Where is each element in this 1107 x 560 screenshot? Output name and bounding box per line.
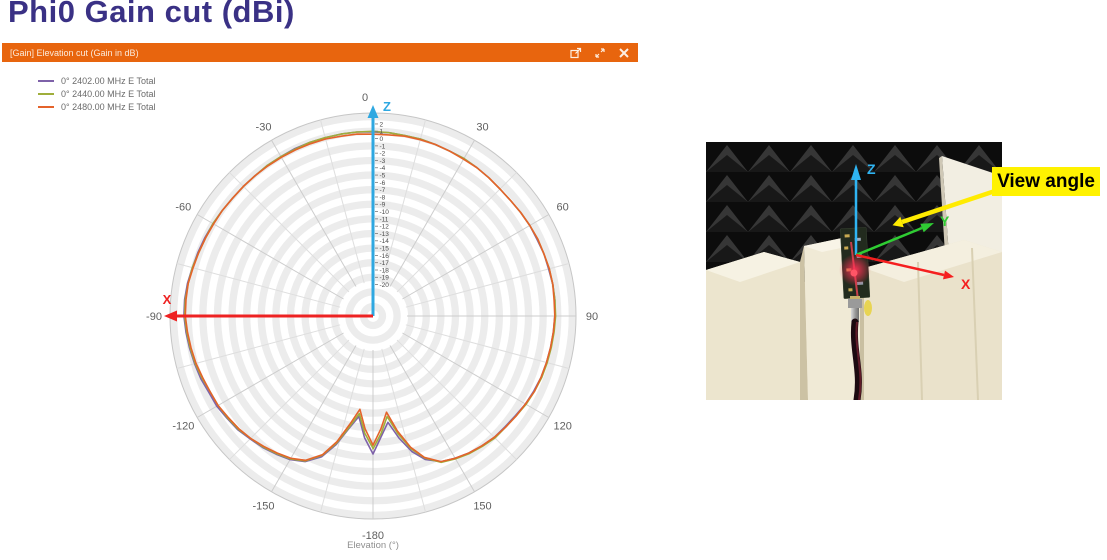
polar-grid-spoke (402, 332, 550, 418)
coax-cable (850, 318, 862, 404)
page-title: Phi0 Gain cut (dBi) (8, 0, 295, 29)
foam-block-left (706, 252, 800, 400)
z-axis-plot-label: Z (383, 99, 391, 114)
radial-tick-label: -3 (380, 158, 386, 165)
legend-swatch (38, 79, 54, 82)
legend-item-2: 0° 2480.00 MHz E Total (38, 100, 156, 113)
polar-grid-spoke (389, 345, 475, 493)
popout-icon[interactable] (570, 47, 582, 59)
angle-tick-label: -150 (252, 501, 274, 513)
chart-legend: 0° 2402.00 MHz E Total 0° 2440.00 MHz E T… (38, 74, 156, 113)
legend-item-0: 0° 2402.00 MHz E Total (38, 74, 156, 87)
polar-axis-title: Elevation (°) (347, 540, 399, 551)
setup-photo: Z Y X (706, 142, 1002, 404)
polar-grid-spoke (271, 139, 357, 287)
radial-tick-label: 1 (380, 129, 384, 136)
radial-tick-label: 2 (380, 121, 384, 128)
chart-area: 0 30 60 90 120 150 -180 -150 -120 -90 -60 -30 Z X 2 1 0-… (2, 62, 638, 560)
z-axis-arrowhead (851, 164, 861, 180)
x-axis-plot-label: X (163, 292, 172, 307)
z-axis-label: Z (867, 161, 876, 177)
radial-tick-label: -18 (380, 267, 390, 274)
radial-tick-label: -7 (380, 187, 386, 194)
angle-tick-label: 90 (586, 311, 598, 323)
photo-graphic: Z Y X (706, 142, 1002, 404)
angle-tick-label: 0 (362, 92, 368, 104)
radial-tick-label: -11 (380, 216, 389, 223)
radial-tick-label: -10 (380, 209, 390, 216)
angle-tick-label: -30 (256, 121, 272, 133)
radial-tick-label: -12 (380, 224, 390, 231)
radial-tick-label: 0 (380, 136, 384, 143)
view-angle-arrowhead (892, 216, 904, 228)
angle-tick-label: 60 (557, 202, 569, 214)
sma-connector (848, 299, 862, 308)
polar-grid-spoke (402, 214, 550, 300)
legend-swatch (38, 105, 54, 108)
foam-gap-shadow (800, 246, 808, 400)
angle-tick-label: -180 (362, 530, 384, 542)
chart-window: [Gain] Elevation cut (Gain in dB) 0 30 60 9… (2, 43, 638, 560)
pcb-connector-pad (850, 296, 860, 299)
polar-grid-spoke (319, 119, 365, 284)
radial-tick-label: -8 (380, 194, 386, 201)
polar-grid-spoke (229, 172, 350, 293)
angle-tick-label: 30 (476, 121, 488, 133)
angle-tick-label: 150 (473, 501, 491, 513)
polar-grid-spoke (405, 324, 570, 370)
legend-label: 0° 2440.00 MHz E Total (61, 88, 156, 99)
legend-item-1: 0° 2440.00 MHz E Total (38, 87, 156, 100)
polar-grid-spoke (196, 214, 344, 300)
close-icon[interactable] (618, 47, 630, 59)
radial-tick-label: -5 (380, 172, 386, 179)
angle-tick-label: -90 (146, 311, 162, 323)
radial-tick-label: -14 (380, 238, 390, 245)
angle-tick-label: -60 (175, 202, 191, 214)
window-title: [Gain] Elevation cut (Gain in dB) (10, 47, 139, 58)
radial-tick-label: -13 (380, 231, 390, 238)
legend-label: 0° 2402.00 MHz E Total (61, 75, 156, 86)
polar-grid-spoke (405, 262, 570, 308)
radial-tick-label: -20 (380, 282, 390, 289)
yellow-tape (864, 300, 872, 316)
legend-swatch (38, 92, 54, 95)
polar-grid-spoke (176, 324, 341, 370)
polar-grid-spoke (389, 139, 475, 287)
radial-tick-label: -6 (380, 180, 386, 187)
photo-axes: Z Y X (851, 161, 971, 292)
polar-grid-spoke (396, 172, 517, 293)
radial-tick-label: -2 (380, 151, 386, 158)
radial-tick-label: -17 (380, 260, 390, 267)
window-controls (558, 47, 630, 59)
radial-tick-label: -1 (380, 143, 386, 150)
window-titlebar: [Gain] Elevation cut (Gain in dB) (2, 43, 638, 62)
radial-tick-label: -16 (380, 253, 390, 260)
z-axis-arrowhead (367, 105, 379, 118)
x-axis-arrowhead (943, 270, 954, 280)
legend-label: 0° 2480.00 MHz E Total (61, 101, 156, 112)
radial-tick-label: -4 (380, 165, 386, 172)
view-angle-arrow (892, 188, 996, 228)
y-axis-label: Y (940, 213, 950, 229)
polar-grid-spoke (396, 339, 517, 460)
polar-grid-spoke (271, 345, 357, 493)
polar-grid-spoke (196, 332, 344, 418)
polar-plot: 0306090120150-180-150-120-90-60-30ZX210-… (146, 92, 598, 551)
angle-tick-label: -120 (172, 421, 194, 433)
angle-tick-label: 120 (553, 421, 571, 433)
polar-grid-spoke (229, 339, 350, 460)
y-axis-arrowhead (920, 223, 934, 233)
polar-grid-spoke (381, 119, 427, 284)
view-angle-label: View angle (992, 167, 1100, 196)
radial-tick-label: -19 (380, 275, 390, 282)
polar-grid-spoke (319, 348, 365, 513)
x-axis-arrowhead (164, 310, 177, 322)
polar-grid-spoke (176, 262, 341, 308)
polar-grid-spoke (381, 348, 427, 513)
radial-tick-label: -15 (380, 245, 390, 252)
collapse-icon[interactable] (594, 47, 606, 59)
radial-tick-label: -9 (380, 202, 386, 209)
x-axis-label: X (961, 276, 971, 292)
